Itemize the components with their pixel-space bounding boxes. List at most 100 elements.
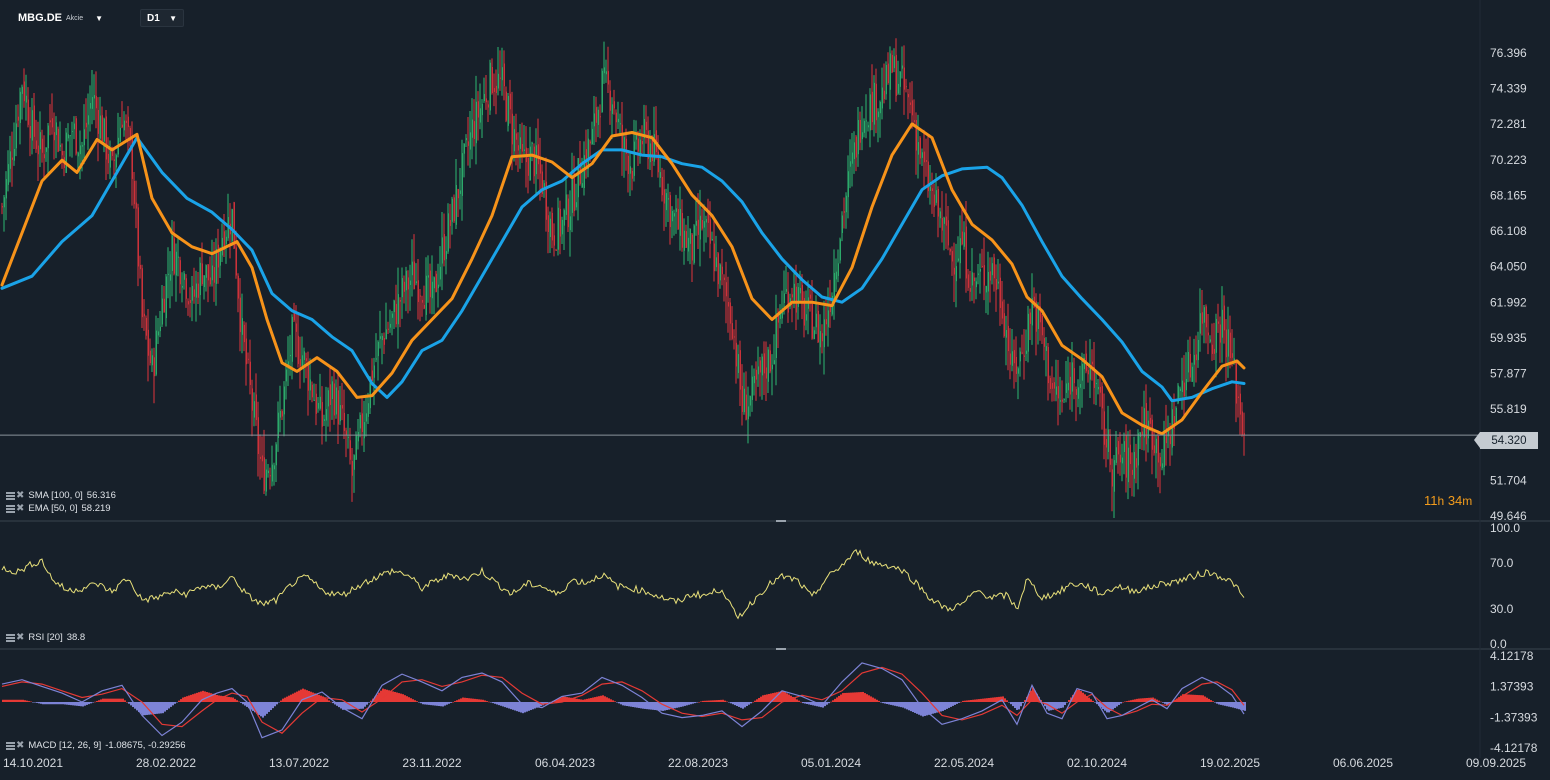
candle-body bbox=[689, 229, 691, 244]
macd-hist-bar-neg bbox=[952, 702, 954, 706]
candle-body bbox=[567, 198, 569, 228]
macd-hist-bar-pos bbox=[296, 691, 298, 702]
macd-hist-bar-neg bbox=[442, 702, 444, 707]
macd-hist-bar-pos bbox=[98, 700, 100, 702]
symbol-selector[interactable]: MBG.DE Akcie ▼ bbox=[10, 8, 111, 28]
candle-body bbox=[1055, 386, 1057, 395]
macd-hist-bar-pos bbox=[476, 699, 478, 702]
ema-legend-value: 58.219 bbox=[81, 503, 111, 514]
macd-hist-bar-neg bbox=[34, 702, 36, 703]
macd-hist-bar-neg bbox=[826, 702, 828, 705]
candle-body bbox=[393, 300, 395, 313]
time-axis-label: 23.11.2022 bbox=[402, 756, 461, 770]
candle-body bbox=[325, 409, 327, 421]
candle-body bbox=[477, 101, 479, 118]
macd-hist-bar-neg bbox=[1096, 702, 1098, 705]
candle-body bbox=[753, 375, 755, 384]
macd-hist-bar-neg bbox=[342, 702, 344, 710]
macd-hist-bar-pos bbox=[304, 689, 306, 702]
macd-hist-bar-neg bbox=[1114, 702, 1116, 708]
candle-body bbox=[265, 469, 267, 492]
candle-body bbox=[527, 157, 529, 176]
macd-hist-bar-pos bbox=[1144, 698, 1146, 702]
macd-hist-bar-neg bbox=[672, 702, 674, 709]
candle-body bbox=[25, 95, 27, 103]
candle-body bbox=[757, 366, 759, 375]
candle-body bbox=[139, 264, 141, 270]
time-axis-label: 06.06.2025 bbox=[1333, 756, 1393, 770]
chevron-down-icon[interactable]: ▼ bbox=[169, 13, 177, 23]
candle-body bbox=[559, 208, 561, 237]
candle-body bbox=[1217, 321, 1219, 324]
macd-hist-bar-neg bbox=[436, 702, 438, 706]
candle-body bbox=[1161, 463, 1163, 469]
macd-hist-bar-pos bbox=[764, 694, 766, 702]
close-icon[interactable]: ✖ bbox=[16, 489, 25, 501]
macd-hist-bar-neg bbox=[896, 702, 898, 707]
macd-hist-bar-pos bbox=[566, 697, 568, 702]
macd-hist-bar-neg bbox=[730, 702, 732, 704]
chevron-down-icon[interactable]: ▼ bbox=[95, 13, 104, 23]
macd-hist-bar-neg bbox=[140, 702, 142, 714]
macd-hist-bar-pos bbox=[398, 693, 400, 702]
macd-hist-bar-pos bbox=[196, 692, 198, 702]
candle-body bbox=[1209, 339, 1211, 342]
candle-body bbox=[1041, 315, 1043, 336]
macd-hist-bar-pos bbox=[702, 700, 704, 702]
macd-hist-bar-neg bbox=[156, 702, 158, 714]
candle-body bbox=[495, 85, 497, 94]
macd-hist-bar-neg bbox=[742, 702, 744, 709]
candle-body bbox=[899, 71, 901, 87]
candle-body bbox=[987, 271, 989, 292]
candle-body bbox=[455, 185, 457, 225]
macd-hist-bar-pos bbox=[1154, 698, 1156, 702]
close-icon[interactable]: ✖ bbox=[16, 631, 25, 643]
macd-hist-bar-pos bbox=[110, 698, 112, 702]
macd-hist-bar-neg bbox=[76, 702, 78, 706]
macd-hist-bar-pos bbox=[222, 696, 224, 702]
pane-resize-handle[interactable] bbox=[776, 520, 786, 522]
macd-hist-bar-neg bbox=[144, 702, 146, 716]
candle-body bbox=[907, 94, 909, 98]
close-icon[interactable]: ✖ bbox=[16, 502, 25, 514]
candle-body bbox=[863, 120, 865, 133]
macd-hist-bar-neg bbox=[424, 702, 426, 705]
candle-body bbox=[677, 209, 679, 230]
candle-body bbox=[137, 207, 139, 267]
macd-hist-bar-pos bbox=[874, 698, 876, 702]
macd-hist-bar-neg bbox=[908, 702, 910, 711]
candle-body bbox=[243, 324, 245, 343]
candle-body bbox=[553, 235, 555, 246]
settings-icon[interactable] bbox=[6, 741, 15, 750]
settings-icon[interactable] bbox=[6, 633, 15, 642]
pane-resize-handle[interactable] bbox=[776, 648, 786, 650]
macd-hist-bar-pos bbox=[456, 700, 458, 702]
macd-hist-bar-pos bbox=[560, 697, 562, 702]
candle-body bbox=[513, 129, 515, 152]
candle-body bbox=[581, 183, 583, 188]
candle-body bbox=[1097, 387, 1099, 390]
candle-body bbox=[145, 317, 147, 336]
timeframe-selector[interactable]: D1 ▼ bbox=[140, 9, 184, 27]
macd-hist-bar-neg bbox=[68, 702, 70, 705]
close-icon[interactable]: ✖ bbox=[16, 739, 25, 751]
candle-body bbox=[643, 119, 645, 139]
settings-icon[interactable] bbox=[6, 504, 15, 513]
candle-body bbox=[425, 275, 427, 315]
candle-body bbox=[1239, 393, 1241, 415]
time-axis[interactable]: 14.10.2021 28.02.2022 13.07.2022 23.11.2022… bbox=[3, 756, 1526, 770]
macd-hist-bar-pos bbox=[468, 698, 470, 702]
macd-hist-bar-neg bbox=[658, 702, 660, 711]
candle-body bbox=[1221, 309, 1223, 338]
macd-hist-bar-pos bbox=[868, 695, 870, 702]
candle-body bbox=[705, 219, 707, 223]
candle-body bbox=[79, 145, 81, 155]
settings-icon[interactable] bbox=[6, 491, 15, 500]
candle-body bbox=[1101, 386, 1103, 409]
macd-hist-bar-neg bbox=[364, 702, 366, 707]
macd-hist-bar-pos bbox=[14, 699, 16, 702]
price-axis[interactable]: 76.396 74.339 72.281 70.223 68.165 66.108 64.0… bbox=[1490, 46, 1538, 755]
macd-hist-bar-neg bbox=[278, 702, 280, 703]
candle-body bbox=[1187, 351, 1189, 373]
